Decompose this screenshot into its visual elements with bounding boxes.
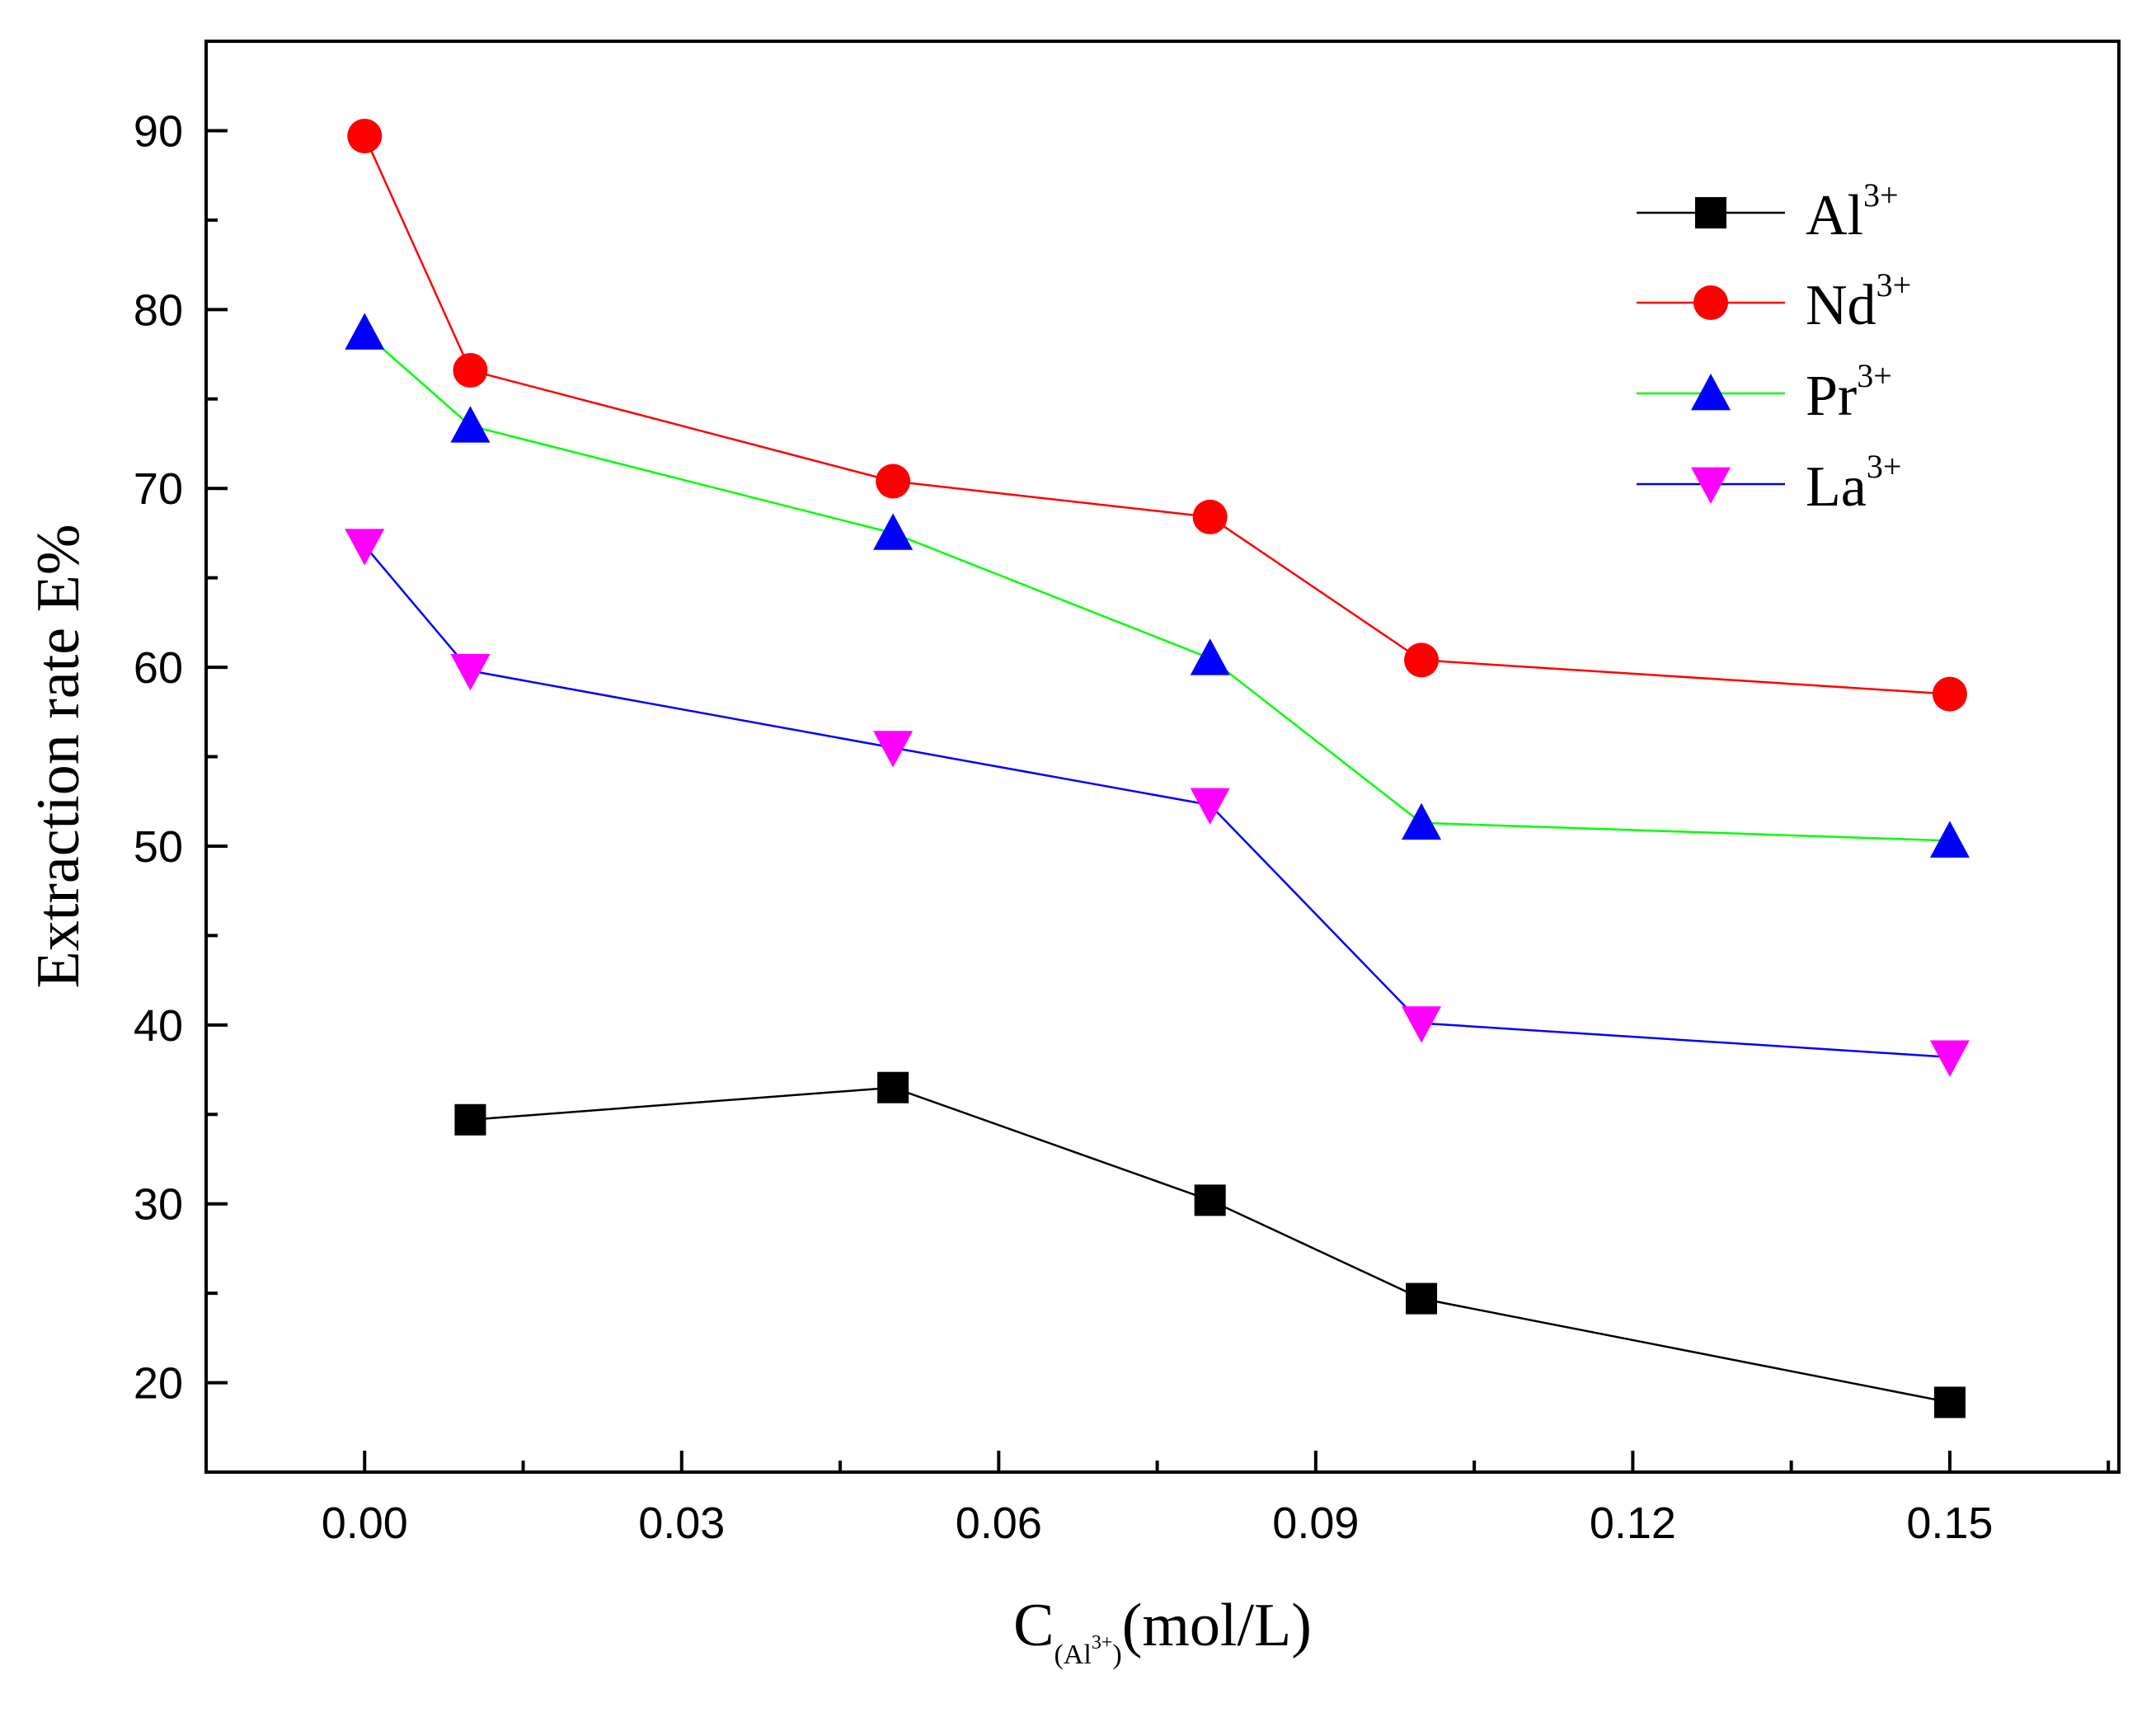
x-tick-label: 0.15 — [1906, 1499, 1993, 1548]
series-markers — [345, 118, 1970, 1419]
x-axis-title-unit: (mol/L) — [1122, 1592, 1312, 1659]
x-tick-label: 0.03 — [638, 1499, 725, 1548]
data-point-nd — [1404, 642, 1440, 678]
data-point-pr — [450, 406, 491, 443]
y-tick-label: 20 — [134, 1359, 183, 1409]
legend-label-al: Al3+ — [1806, 176, 1899, 247]
data-point-pr — [345, 313, 385, 350]
legend-label-base: Al — [1806, 184, 1863, 247]
data-point-al — [454, 1103, 486, 1136]
legend-label-nd: Nd3+ — [1806, 266, 1911, 337]
data-point-al — [1194, 1184, 1226, 1216]
data-point-nd — [1932, 676, 1967, 712]
x-tick-label: 0.00 — [322, 1499, 408, 1548]
legend-label-sup: 3+ — [1867, 448, 1902, 485]
legend-marker-nd — [1693, 285, 1728, 320]
x-tick-label: 0.09 — [1272, 1499, 1359, 1548]
x-axis-title: C(Al3+)(mol/L) — [1013, 1592, 1312, 1670]
legend-marker-pr — [1691, 374, 1731, 411]
data-point-al — [1933, 1386, 1966, 1419]
series-line-la — [364, 544, 1950, 1059]
x-axis-title-sub-sup: 3+ — [1092, 1632, 1113, 1654]
plot-frame — [204, 40, 2121, 1474]
legend-label-la: La3+ — [1806, 448, 1901, 519]
data-point-al — [1406, 1282, 1438, 1315]
y-axis-ticks: 20 30 40 50 60 70 80 90 — [134, 106, 228, 1409]
legend-label-base: La — [1806, 455, 1867, 519]
x-axis-title-sub-close: ) — [1112, 1640, 1121, 1670]
data-point-la — [450, 654, 491, 691]
data-point-nd — [347, 118, 383, 153]
x-tick-label: 0.06 — [956, 1499, 1042, 1548]
x-axis-title-main: C — [1013, 1592, 1054, 1659]
data-point-nd — [876, 463, 911, 499]
data-point-la — [873, 731, 914, 768]
series-lines — [364, 135, 1951, 1404]
y-tick-label: 50 — [134, 822, 183, 872]
data-point-pr — [873, 513, 914, 550]
legend-label-base: Nd — [1806, 274, 1877, 337]
legend-label-sup: 3+ — [1877, 266, 1912, 303]
data-point-pr — [1190, 638, 1230, 675]
data-point-la — [1402, 1006, 1442, 1043]
data-point-pr — [1929, 821, 1970, 858]
x-tick-label: 0.12 — [1590, 1499, 1676, 1548]
legend-label-sup: 3+ — [1857, 357, 1892, 394]
y-tick-label: 90 — [134, 106, 183, 156]
legend-marker-al — [1695, 197, 1726, 228]
y-tick-label: 40 — [134, 1001, 183, 1051]
y-tick-label: 30 — [134, 1180, 183, 1230]
data-point-la — [345, 529, 385, 566]
series-line-al — [470, 1086, 1951, 1404]
series-line-nd — [364, 135, 1950, 695]
legend-label-sup: 3+ — [1863, 176, 1899, 214]
data-point-nd — [453, 353, 488, 388]
data-point-al — [877, 1071, 909, 1103]
data-point-la — [1929, 1040, 1970, 1077]
y-axis-title: Extraction rate E% — [25, 525, 92, 989]
data-point-nd — [1192, 499, 1228, 534]
data-point-pr — [1402, 802, 1442, 840]
x-axis-ticks: 0.00 0.03 0.06 0.09 0.12 0.15 — [322, 1451, 2111, 1548]
y-tick-label: 60 — [134, 643, 183, 693]
legend-marker-la — [1691, 467, 1731, 504]
data-point-la — [1190, 788, 1230, 826]
y-tick-label: 70 — [134, 464, 183, 514]
y-tick-label: 80 — [134, 285, 183, 335]
series-line-pr — [364, 332, 1950, 842]
x-axis-title-sub: (Al — [1054, 1640, 1091, 1670]
legend: Al3+Nd3+Pr3+La3+ — [1637, 176, 1911, 519]
legend-label-base: Pr — [1806, 365, 1857, 428]
legend-label-pr: Pr3+ — [1806, 357, 1892, 428]
